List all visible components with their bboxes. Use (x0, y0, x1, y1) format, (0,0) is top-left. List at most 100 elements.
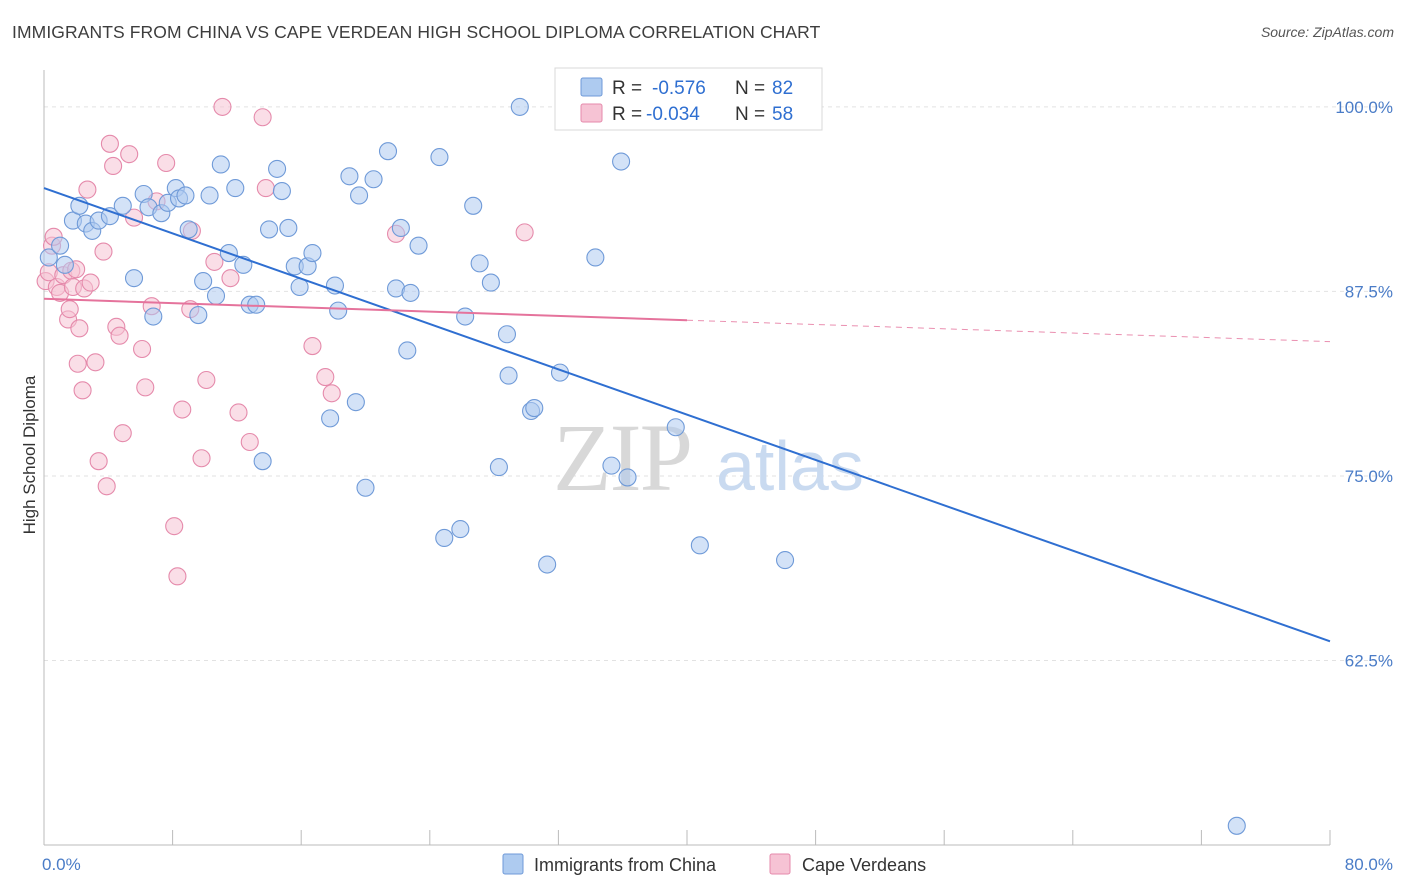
china-point (321, 409, 340, 428)
cape-verdean-point (515, 223, 534, 242)
cape-verdean-point (221, 269, 240, 288)
china-point (391, 218, 410, 238)
cape-verdean-point (110, 326, 129, 345)
legend-n-value-china: 82 (772, 78, 793, 99)
cape-verdean-point (113, 424, 132, 443)
china-point (602, 456, 621, 475)
china-point (489, 458, 508, 477)
china-point (456, 307, 475, 326)
china-point (55, 255, 74, 274)
cape-verdean-point (89, 452, 108, 471)
y-tick-label: 62.5% (1345, 651, 1393, 670)
cape-verdean-point (240, 432, 259, 452)
cape-verdean-point (68, 354, 87, 373)
china-point (253, 452, 272, 471)
china-point (268, 159, 287, 178)
china-point (272, 181, 291, 201)
china-point (538, 555, 557, 574)
regression-lines (43, 187, 1331, 643)
china-point (451, 520, 470, 539)
china-point (189, 305, 208, 325)
series-label-cape-verdean: Cape Verdeans (802, 855, 926, 875)
china-point (612, 152, 631, 171)
x-tick-label: 0.0% (42, 855, 81, 874)
axes (43, 70, 1331, 846)
china-point (510, 97, 529, 116)
cape-verdean-point (136, 378, 155, 397)
cape-verdean-point (303, 336, 322, 356)
china-point (586, 248, 605, 267)
legend-n-label-china: N = (735, 78, 765, 99)
cape-verdean-point (213, 97, 232, 116)
cape-verdean-point (120, 145, 139, 164)
china-point (430, 148, 449, 167)
series-swatch-cape-verdean (769, 853, 791, 875)
china-point (346, 393, 365, 412)
cape-verdean-point (100, 134, 119, 153)
series-swatch-china (502, 853, 524, 875)
series-label-china: Immigrants from China (534, 855, 717, 875)
china-point (464, 196, 483, 215)
y-tick-label: 75.0% (1345, 467, 1393, 486)
china-point (1227, 816, 1246, 835)
cape-verdean-point (229, 403, 248, 422)
china-point (398, 341, 417, 360)
legend-r-label-china: R = (612, 78, 642, 99)
china-point (279, 218, 298, 238)
x-tick-label: 80.0% (1345, 855, 1393, 874)
china-point (39, 248, 58, 267)
china-point (470, 254, 489, 273)
cape-verdean-point (97, 477, 116, 496)
china-point (618, 468, 637, 487)
cape-verdean-point (81, 273, 100, 292)
cape-verdean-point (70, 319, 89, 338)
y-tick-label: 100.0% (1335, 98, 1393, 117)
china-point (364, 170, 383, 189)
china-point (144, 307, 163, 326)
regression-line-solid (43, 187, 1331, 643)
china-point (356, 478, 375, 497)
china-point (481, 273, 500, 292)
china-point (113, 196, 132, 215)
legend-r-value-china: -0.576 (652, 78, 706, 99)
chart-title: IMMIGRANTS FROM CHINA VS CAPE VERDEAN HI… (12, 22, 821, 42)
legend-n-value-cape-verdean: 58 (772, 104, 793, 125)
china-point (690, 536, 709, 555)
cape-verdean-point (104, 156, 123, 176)
legend-r-label-cape-verdean: R = (612, 104, 642, 125)
china-point (206, 286, 226, 305)
china-point (200, 186, 219, 205)
cape-verdean-point (86, 353, 105, 372)
china-point (666, 418, 685, 437)
china-point (303, 243, 322, 263)
data-points (36, 97, 1246, 835)
cape-verdean-point (173, 400, 192, 419)
grid-lines (44, 106, 1392, 661)
watermark: ZIP atlas (553, 404, 864, 511)
watermark-atlas: atlas (716, 427, 864, 505)
china-point (226, 179, 245, 198)
regression-line-solid (43, 297, 688, 322)
y-tick-labels: 100.0% 87.5% 75.0% 62.5% (1335, 98, 1393, 671)
cape-verdean-point (157, 153, 176, 173)
china-point (401, 283, 420, 302)
china-point (776, 551, 795, 570)
legend: R = -0.576 N = 82 R = -0.034 N = 58 (554, 67, 823, 131)
china-point (51, 236, 70, 255)
china-point (259, 220, 279, 239)
cape-verdean-point (168, 567, 187, 586)
series-legend: Immigrants from China Cape Verdeans (502, 853, 926, 875)
china-point (329, 301, 348, 320)
china-point (124, 269, 144, 288)
china-point (340, 167, 359, 186)
china-point (525, 398, 544, 418)
china-point (194, 272, 213, 291)
legend-swatch-cape-verdean (580, 103, 603, 123)
cape-verdean-point (192, 449, 211, 468)
legend-swatch-china (580, 77, 603, 97)
china-point (378, 142, 398, 161)
cape-verdean-point (73, 381, 92, 400)
cape-verdean-point (60, 300, 79, 319)
cape-verdean-point (94, 242, 113, 261)
